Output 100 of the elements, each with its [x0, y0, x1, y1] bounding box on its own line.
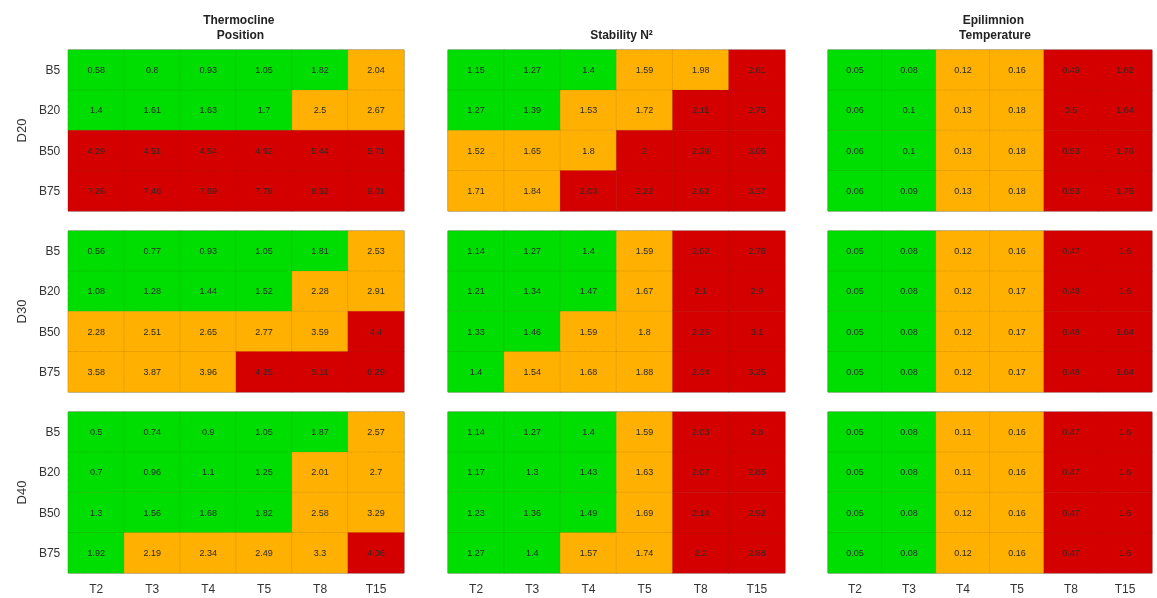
data-label: 2.9: [750, 286, 764, 297]
data-label: 1.59: [635, 427, 654, 438]
data-label: 1.54: [523, 366, 542, 377]
data-label: 1.4: [582, 427, 595, 438]
data-label: 0.05: [846, 507, 864, 518]
data-label: 0.17: [1008, 286, 1026, 297]
data-label: 0.47: [1062, 547, 1080, 558]
data-label: 0.05: [846, 286, 864, 297]
data-label: 1.08: [87, 286, 105, 297]
data-label: 1.63: [635, 467, 654, 478]
data-label: 3.3: [313, 547, 327, 558]
data-label: 0.08: [900, 366, 918, 377]
data-label: 2.2: [694, 547, 708, 558]
data-label: 2.03: [579, 185, 598, 196]
data-label: 1.28: [143, 286, 161, 297]
y-axis-title: D30: [14, 299, 29, 324]
data-label: 2.22: [635, 185, 654, 196]
data-label: 2.34: [691, 366, 710, 377]
data-label: 1.46: [523, 326, 542, 337]
data-label: 1.74: [635, 547, 654, 558]
data-label: 2.34: [199, 547, 217, 558]
data-label: 0.53: [1062, 145, 1080, 156]
chart-title: Epilimnion Temperature: [959, 12, 1032, 42]
data-label: 0.08: [900, 326, 918, 337]
data-label: 1.68: [199, 507, 217, 518]
data-label: 2.39: [691, 145, 710, 156]
data-label: 1.64: [1116, 326, 1134, 337]
data-label: 1.15: [467, 65, 485, 76]
data-label: 2.25: [691, 326, 710, 337]
data-label: 1.6: [1118, 467, 1132, 478]
data-label: 1.82: [311, 65, 329, 76]
data-label: 2.67: [367, 105, 385, 116]
data-label: 1.27: [467, 547, 485, 558]
data-label: 1.49: [579, 507, 598, 518]
data-label: 1.8: [638, 326, 651, 337]
data-label: 1.05: [255, 246, 273, 257]
data-label: 9.01: [367, 185, 385, 196]
data-label: 0.49: [1062, 65, 1080, 76]
data-label: 1.75: [1116, 185, 1134, 196]
data-label: 0.12: [954, 507, 972, 518]
x-tick-label: T8: [1063, 582, 1079, 596]
data-label: 0.47: [1062, 507, 1080, 518]
data-label: 2.77: [255, 326, 273, 337]
data-label: 4.29: [87, 145, 105, 156]
data-label: 0.47: [1062, 467, 1080, 478]
data-label: 1.27: [523, 65, 542, 76]
data-label: 0.08: [900, 427, 918, 438]
data-label: 2.01: [311, 467, 329, 478]
y-tick-label: B20: [38, 103, 61, 118]
data-label: 2.04: [367, 65, 385, 76]
data-label: 2.91: [367, 286, 385, 297]
data-label: 1.68: [579, 366, 598, 377]
data-label: 0.05: [846, 326, 864, 337]
data-label: 3.96: [199, 366, 217, 377]
data-label: 7.48: [143, 185, 161, 196]
data-label: 1.64: [1116, 366, 1134, 377]
y-tick-label: B20: [38, 465, 61, 480]
x-tick-label: T15: [1114, 582, 1136, 596]
data-label: 0.12: [954, 366, 972, 377]
data-label: 3.58: [87, 366, 105, 377]
data-label: 2.92: [748, 507, 766, 518]
data-label: 0.58: [87, 65, 105, 76]
y-tick-label: B75: [38, 364, 61, 379]
data-label: 2.85: [748, 467, 766, 478]
data-label: 0.05: [846, 547, 864, 558]
x-tick-label: T15: [365, 582, 387, 596]
data-label: 0.96: [143, 467, 161, 478]
data-label: 2.28: [311, 286, 329, 297]
data-label: 0.08: [900, 507, 918, 518]
data-label: 2.49: [255, 547, 273, 558]
data-label: 2.78: [748, 246, 766, 257]
x-tick-label: T2: [89, 582, 104, 596]
data-label: 1.64: [1116, 105, 1134, 116]
data-label: 1.27: [523, 427, 542, 438]
data-label: 1.71: [467, 185, 485, 196]
chart-title: Thermocline Position: [203, 12, 278, 42]
data-label: 1.4: [469, 366, 483, 377]
y-tick-label: B5: [45, 425, 61, 440]
data-label: 1.92: [87, 547, 105, 558]
data-label: 0.12: [954, 246, 972, 257]
y-tick-label: B75: [38, 183, 61, 198]
data-label: 0.12: [954, 326, 972, 337]
data-label: 0.08: [900, 286, 918, 297]
data-label: 1.82: [255, 507, 273, 518]
x-tick-label: T3: [901, 582, 917, 596]
data-label: 5.71: [367, 145, 385, 156]
data-label: 1.76: [1116, 145, 1134, 156]
data-label: 1.3: [89, 507, 103, 518]
data-label: 0.9: [201, 427, 215, 438]
data-label: 0.08: [900, 467, 918, 478]
data-label: 0.05: [846, 427, 864, 438]
data-label: 0.11: [954, 467, 972, 478]
y-axis-title: D40: [14, 480, 29, 505]
data-label: 1.61: [143, 105, 161, 116]
data-label: 0.48: [1062, 326, 1080, 337]
data-label: 1.4: [582, 246, 595, 257]
data-label: 1.53: [579, 105, 598, 116]
data-label: 2.7: [369, 467, 383, 478]
data-label: 2.02: [691, 246, 710, 257]
data-label: 0.16: [1008, 246, 1026, 257]
